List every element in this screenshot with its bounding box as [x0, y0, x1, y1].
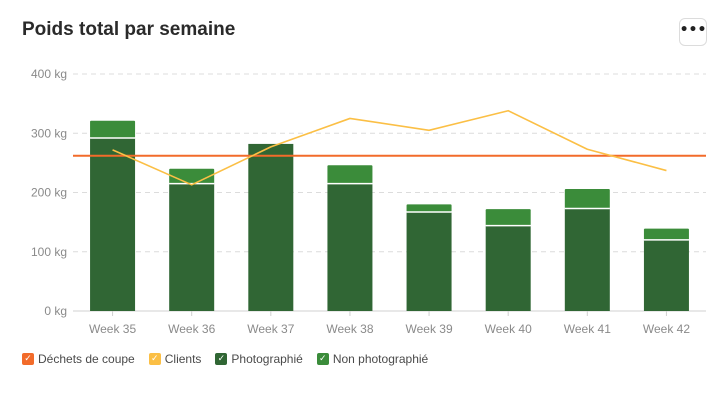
bar-non-photographie	[406, 204, 452, 213]
x-tick-label: Week 40	[485, 322, 532, 336]
bar-photographie	[643, 239, 689, 311]
y-tick-label: 0 kg	[44, 304, 67, 318]
chart-legend: ✓ Déchets de coupe ✓ Clients ✓ Photograp…	[22, 352, 428, 366]
bar-non-photographie	[90, 120, 136, 138]
legend-item-photographie[interactable]: ✓ Photographié	[215, 352, 303, 366]
more-options-button[interactable]: •••	[679, 18, 707, 46]
bar-photographie	[327, 183, 373, 311]
checkbox-checked-icon: ✓	[316, 353, 329, 365]
bar-photographie	[406, 212, 452, 311]
legend-label: Photographié	[231, 352, 303, 366]
line-clients	[112, 109, 667, 186]
x-tick-label: Week 38	[326, 322, 373, 336]
chart-title: Poids total par semaine	[22, 19, 236, 40]
bar-non-photographie	[564, 188, 610, 209]
legend-item-dechets[interactable]: ✓ Déchets de coupe	[22, 352, 135, 366]
bar-photographie	[564, 208, 610, 311]
x-tick-label: Week 36	[168, 322, 215, 336]
checkbox-checked-icon: ✓	[22, 353, 34, 365]
bar-non-photographie	[643, 228, 689, 240]
bar-photographie	[169, 183, 215, 311]
x-tick-label: Week 41	[564, 322, 611, 336]
legend-label: Déchets de coupe	[38, 352, 135, 366]
legend-label: Non photographié	[332, 352, 429, 366]
bar-non-photographie	[169, 168, 215, 184]
legend-item-clients[interactable]: ✓ Clients	[148, 352, 202, 366]
y-tick-label: 100 kg	[31, 245, 67, 259]
more-horizontal-icon: •••	[679, 22, 707, 38]
x-tick-label: Week 39	[405, 322, 452, 336]
bar-non-photographie	[327, 165, 373, 184]
bar-photographie	[90, 137, 136, 311]
legend-item-non-photographie[interactable]: ✓ Non photographié	[316, 352, 429, 366]
y-tick-label: 400 kg	[31, 67, 67, 81]
y-tick-label: 300 kg	[31, 126, 67, 140]
x-tick-label: Week 42	[643, 322, 690, 336]
x-tick-label: Week 37	[247, 322, 294, 336]
checkbox-checked-icon: ✓	[148, 353, 161, 365]
y-tick-label: 200 kg	[31, 186, 67, 200]
checkbox-checked-icon: ✓	[215, 353, 228, 365]
bar-photographie	[485, 225, 531, 311]
bar-photographie	[248, 143, 294, 311]
bar-non-photographie	[485, 209, 531, 226]
legend-label: Clients	[164, 352, 202, 366]
x-tick-label: Week 35	[89, 322, 136, 336]
